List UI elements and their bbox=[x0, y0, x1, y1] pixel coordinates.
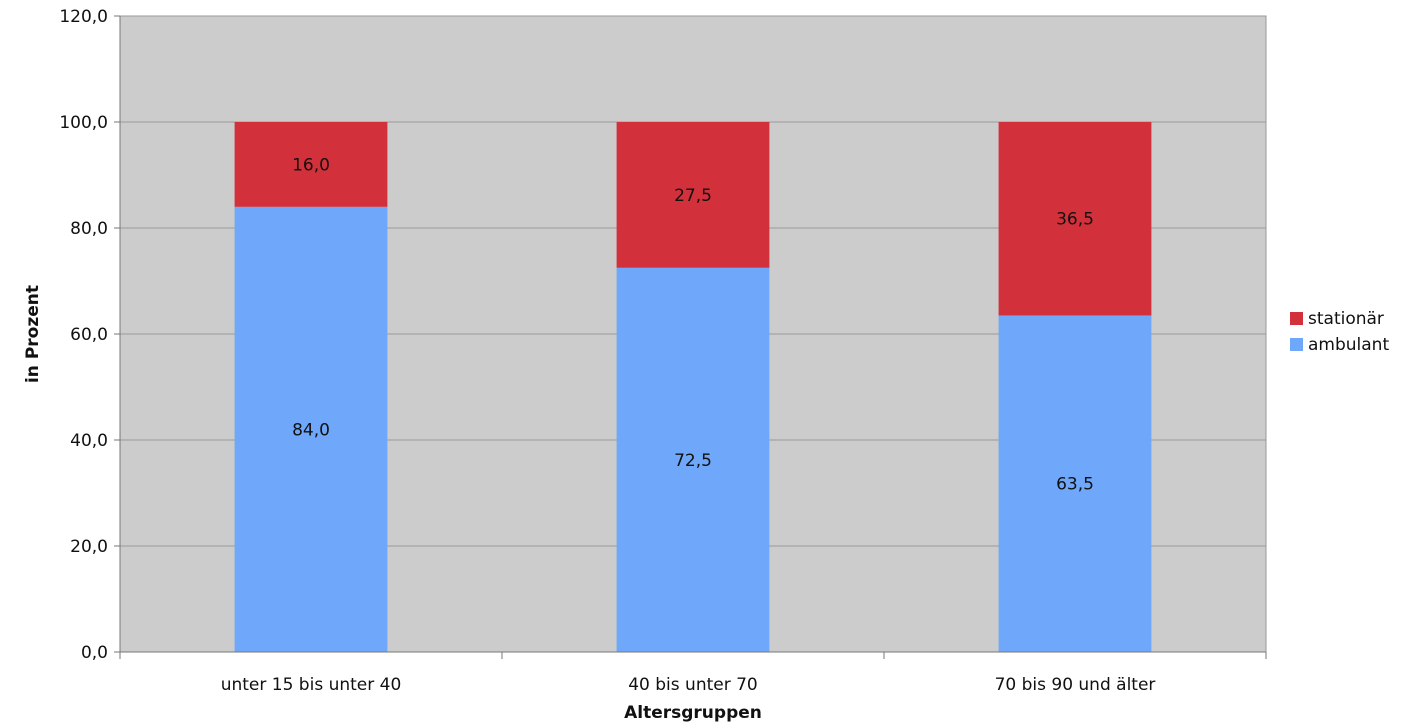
data-labels: 84,0 16,0 72,5 27,5 63,5 36,5 bbox=[292, 155, 1094, 494]
bar-stationär bbox=[234, 122, 388, 207]
y-tick-label: 60,0 bbox=[70, 325, 108, 345]
y-axis-title: in Prozent bbox=[23, 285, 43, 383]
x-tick-label: 40 bis unter 70 bbox=[628, 675, 758, 695]
legend: stationär ambulant bbox=[1290, 309, 1389, 355]
y-tick-label: 40,0 bbox=[70, 431, 108, 451]
bar-ambulant bbox=[234, 206, 388, 653]
data-label: 16,0 bbox=[292, 155, 330, 175]
legend-swatch bbox=[1290, 338, 1303, 351]
y-tick-label: 20,0 bbox=[70, 537, 108, 557]
legend-swatch bbox=[1290, 312, 1303, 325]
y-tick-label: 80,0 bbox=[70, 219, 108, 239]
y-tick-label: 0,0 bbox=[81, 643, 108, 663]
data-label: 84,0 bbox=[292, 420, 330, 440]
bar-ambulant bbox=[616, 267, 770, 652]
bar-stationär bbox=[616, 122, 770, 268]
y-tick-label: 100,0 bbox=[59, 113, 108, 133]
data-label: 72,5 bbox=[674, 451, 712, 471]
data-label: 63,5 bbox=[1056, 475, 1094, 495]
axes: 0,0 20,0 40,0 60,0 80,0 100,0 120,0 unter 15 bi… bbox=[59, 7, 1267, 695]
bar-stationär bbox=[998, 122, 1152, 316]
y-tick-label: 120,0 bbox=[59, 7, 108, 27]
data-label: 36,5 bbox=[1056, 210, 1094, 230]
legend-label: ambulant bbox=[1308, 335, 1389, 355]
x-tick-label: unter 15 bis unter 40 bbox=[221, 675, 402, 695]
bar-ambulant bbox=[998, 315, 1152, 652]
x-axis-title: Altersgruppen bbox=[624, 703, 762, 723]
legend-label: stationär bbox=[1308, 309, 1384, 329]
x-tick-label: 70 bis 90 und älter bbox=[995, 675, 1156, 695]
bars bbox=[234, 122, 1152, 653]
data-label: 27,5 bbox=[674, 186, 712, 206]
